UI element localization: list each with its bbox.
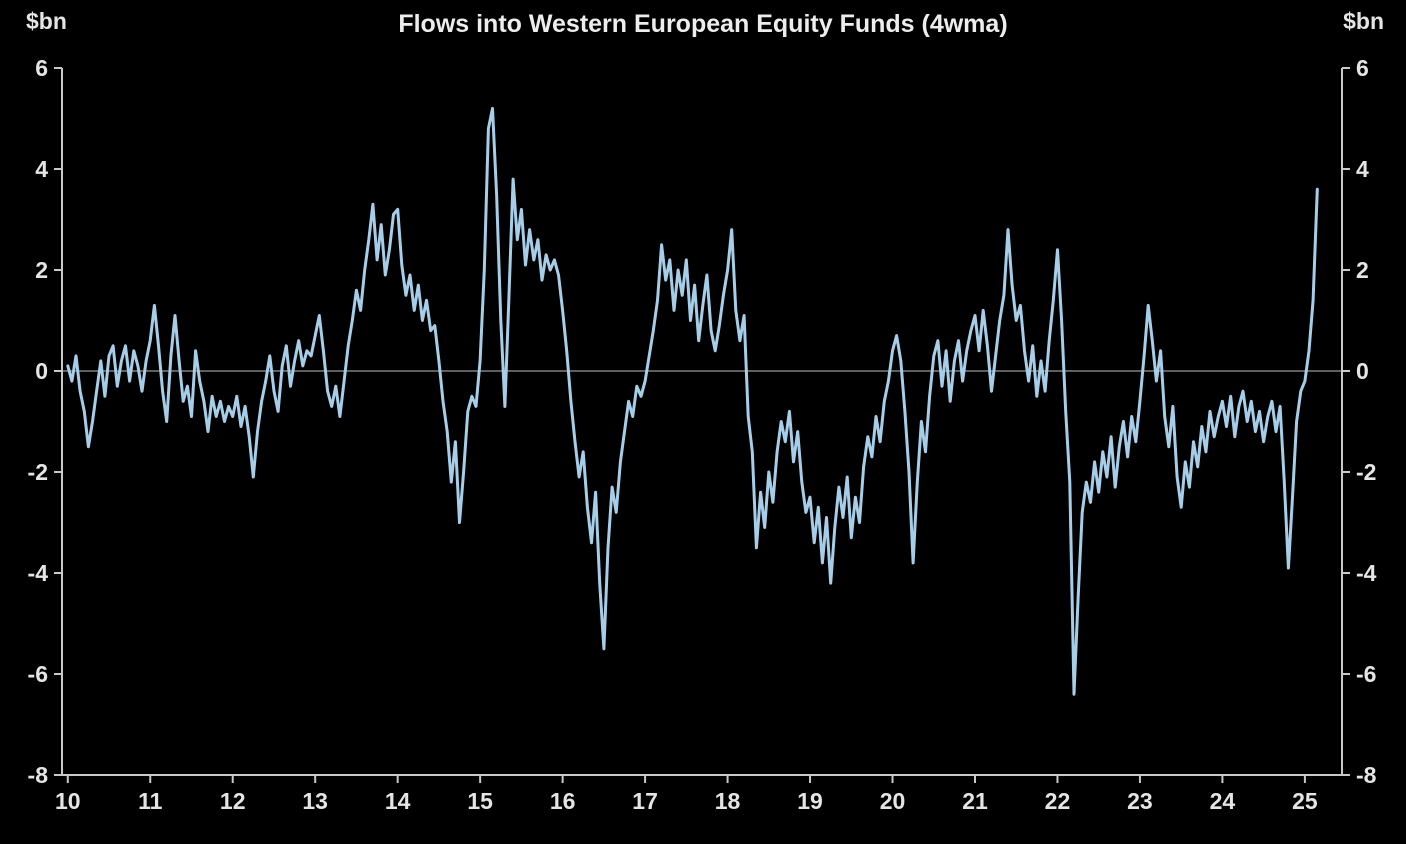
x-axis-tick-label: 13: [302, 788, 328, 814]
y-axis-unit-label-left: $bn: [26, 8, 67, 34]
y-axis-tick-label-left: -4: [28, 560, 49, 586]
y-axis-tick-label-right: -2: [1356, 459, 1376, 485]
x-axis-tick-label: 11: [138, 788, 163, 814]
x-axis-tick-label: 17: [632, 788, 658, 814]
x-axis-tick-label: 10: [55, 788, 81, 814]
y-axis-tick-label-right: 0: [1356, 358, 1369, 384]
y-axis-tick-label-left: 2: [35, 257, 48, 283]
x-axis-tick-label: 24: [1210, 788, 1236, 814]
x-axis-tick-label: 12: [220, 788, 246, 814]
y-axis-tick-label-right: -8: [1356, 762, 1377, 788]
y-axis-tick-label-right: 6: [1356, 55, 1369, 81]
x-axis-tick-label: 15: [467, 788, 493, 814]
y-axis-tick-label-right: 4: [1356, 156, 1369, 182]
x-axis-tick-label: 25: [1292, 788, 1318, 814]
y-axis-tick-label-left: 4: [35, 156, 48, 182]
chart-title: Flows into Western European Equity Funds…: [398, 10, 1008, 38]
x-axis-tick-label: 19: [797, 788, 823, 814]
x-axis-tick-label: 21: [962, 788, 988, 814]
y-axis-tick-label-left: 6: [35, 55, 48, 81]
x-axis-tick-label: 18: [715, 788, 741, 814]
y-axis-tick-label-left: -2: [28, 459, 48, 485]
x-axis-tick-label: 14: [385, 788, 411, 814]
x-axis-tick-label: 22: [1045, 788, 1071, 814]
data-line-flows-into-western-european-equity-funds-4wma: [66, 106, 1319, 696]
y-axis-tick-label-right: -6: [1356, 661, 1376, 687]
y-axis-tick-label-left: 0: [35, 358, 48, 384]
y-axis-tick-label-left: -8: [28, 762, 49, 788]
y-axis-unit-label-right: $bn: [1343, 8, 1384, 34]
x-axis-tick-label: 20: [880, 788, 906, 814]
x-axis-tick-label: 16: [550, 788, 576, 814]
y-axis-tick-label-right: 2: [1356, 257, 1369, 283]
y-axis-tick-label-right: -4: [1356, 560, 1377, 586]
y-axis-tick-label-left: -6: [28, 661, 48, 687]
x-axis-tick-label: 23: [1127, 788, 1153, 814]
